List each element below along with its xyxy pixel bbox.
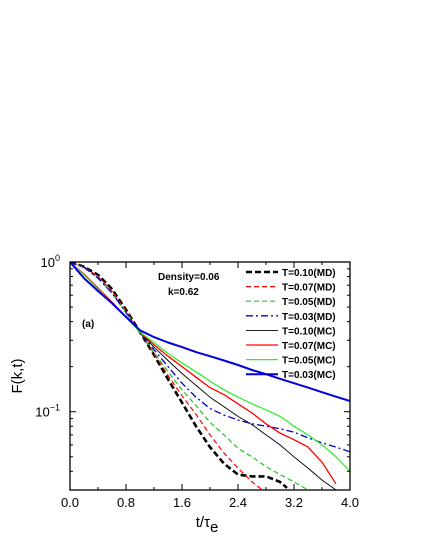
y-tick-label: 10−1 bbox=[35, 403, 60, 420]
panel-label: (a) bbox=[82, 319, 94, 330]
x-axis-title: t/τ bbox=[196, 514, 210, 531]
series-line-1 bbox=[70, 262, 288, 489]
annotation-k: k=0.62 bbox=[168, 287, 199, 298]
x-tick-label: 4.0 bbox=[341, 495, 359, 510]
series-line-2 bbox=[70, 262, 263, 490]
annotation-density: Density=0.06 bbox=[158, 272, 220, 283]
legend-label-2: T=0.07(MD) bbox=[282, 283, 336, 294]
legend-label-8: T=0.03(MC) bbox=[282, 370, 336, 381]
legend-label-6: T=0.07(MC) bbox=[282, 341, 336, 352]
ticks-layer: 0.0 0.8 1.6 2.4 3.2 4.0 100 10−1 bbox=[35, 253, 359, 510]
x-tick-label: 3.2 bbox=[285, 495, 303, 510]
series-layer bbox=[70, 262, 350, 490]
legend: T=0.10(MD) T=0.07(MD) T=0.05(MD) T=0.03(MD)… bbox=[246, 268, 336, 381]
series-line-8 bbox=[70, 262, 350, 402]
legend-label-1: T=0.10(MD) bbox=[282, 268, 336, 279]
x-tick-label: 2.4 bbox=[229, 495, 247, 510]
x-tick-label: 0.8 bbox=[117, 495, 135, 510]
series-line-4 bbox=[70, 262, 350, 453]
y-axis-title: F(k,t) bbox=[9, 359, 26, 394]
legend-label-7: T=0.05(MC) bbox=[282, 356, 336, 367]
legend-label-4: T=0.03(MD) bbox=[282, 312, 336, 323]
legend-label-5: T=0.10(MC) bbox=[282, 326, 336, 337]
x-tick-label: 1.6 bbox=[173, 495, 191, 510]
x-tick-label: 0.0 bbox=[61, 495, 79, 510]
legend-label-3: T=0.05(MD) bbox=[282, 297, 336, 308]
y-tick-label: 100 bbox=[41, 253, 60, 270]
x-axis-title-subscript: e bbox=[210, 519, 218, 536]
